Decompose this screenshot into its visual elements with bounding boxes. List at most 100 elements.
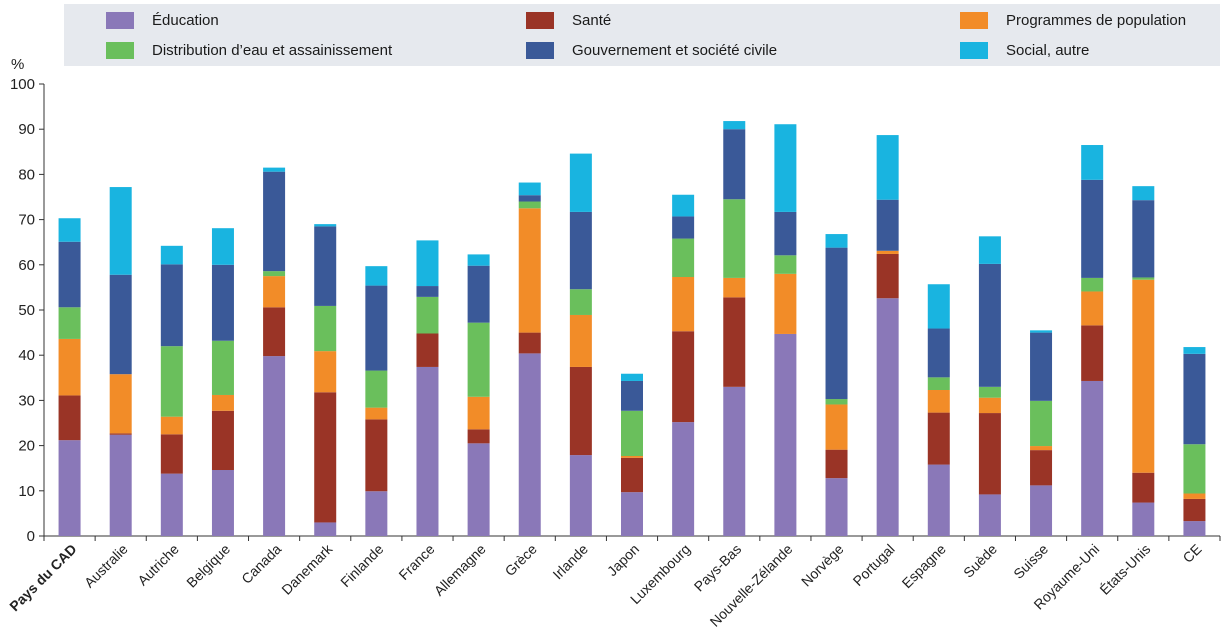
x-category-label: Suisse xyxy=(1010,541,1051,582)
bar-segment-2 xyxy=(160,434,183,474)
bar-segment-5 xyxy=(1183,353,1206,445)
bar-segment-6 xyxy=(1081,145,1104,180)
x-category-label: Australie xyxy=(81,541,131,591)
bar-segment-1 xyxy=(160,473,183,536)
bar-segment-4 xyxy=(1132,277,1155,280)
x-category-label: Suède xyxy=(960,541,1000,581)
bar-segment-1 xyxy=(825,478,848,536)
legend-item-population: Programmes de population xyxy=(960,12,1186,29)
bar-segment-5 xyxy=(467,265,490,323)
bar-segment-2 xyxy=(723,297,746,387)
bar-segment-1 xyxy=(109,434,132,536)
legend-label-population: Programmes de population xyxy=(1006,12,1187,29)
bar-segment-5 xyxy=(621,380,643,411)
bar-segment-3 xyxy=(1132,279,1155,473)
bar-segment-2 xyxy=(825,449,848,479)
bar-segment-1 xyxy=(978,494,1001,536)
bar-segment-6 xyxy=(518,182,541,196)
bar-segment-1 xyxy=(672,422,695,536)
bar-segment-2 xyxy=(58,395,81,441)
bar-segment-3 xyxy=(467,396,490,430)
bar-segment-2 xyxy=(314,392,337,523)
bar-segment-5 xyxy=(109,274,132,375)
bar-segment-1 xyxy=(1030,485,1053,536)
bar-segment-2 xyxy=(365,419,388,492)
bar-segment-6 xyxy=(1183,347,1206,354)
bar-segment-5 xyxy=(927,328,950,378)
bar-segment-1 xyxy=(1081,380,1104,536)
bar-segment-5 xyxy=(672,216,695,239)
bar-segment-5 xyxy=(365,285,388,371)
bar-segment-3 xyxy=(876,250,899,254)
bar-segment-5 xyxy=(416,286,439,297)
x-category-label: Canada xyxy=(238,541,284,587)
bar-segment-5 xyxy=(58,241,81,308)
bar-segment-3 xyxy=(621,455,643,458)
bar-segment-6 xyxy=(263,167,286,172)
bar-segment-1 xyxy=(467,443,490,536)
bar-segment-2 xyxy=(621,457,643,493)
bar-segment-6 xyxy=(569,153,592,212)
y-tick-label: 0 xyxy=(27,528,35,545)
bar-segment-4 xyxy=(1183,444,1206,494)
bar-segment-1 xyxy=(774,333,797,536)
x-category-label: Grèce xyxy=(502,541,540,579)
bar-segment-4 xyxy=(774,255,797,274)
bar-segment-5 xyxy=(160,264,183,347)
bar-segment-6 xyxy=(927,284,950,329)
bar-segment-3 xyxy=(1081,291,1104,326)
bar-segment-4 xyxy=(211,340,234,395)
bar-segment-2 xyxy=(211,410,234,471)
x-category-label: Finlande xyxy=(337,541,386,590)
bar-segment-2 xyxy=(876,253,899,299)
bar-segment-4 xyxy=(160,346,183,417)
bar-segment-2 xyxy=(263,307,286,357)
bar-segment-1 xyxy=(365,491,388,536)
bar-segment-1 xyxy=(416,366,439,536)
bar-segment-2 xyxy=(1030,450,1053,486)
bar-segment-4 xyxy=(621,410,643,456)
x-category-label: Espagne xyxy=(899,541,950,592)
x-category-label: Danemark xyxy=(278,540,336,598)
bar-segment-5 xyxy=(1030,332,1053,401)
bar-segment-6 xyxy=(365,266,388,286)
bar-segment-2 xyxy=(518,332,541,354)
bar-segment-2 xyxy=(467,429,490,444)
bar-segment-3 xyxy=(211,394,234,411)
bar-segment-6 xyxy=(1132,186,1155,201)
y-tick-label: 30 xyxy=(18,392,35,409)
plot-area: % 0 10 20 30 40 50 60 70 80 90 100 Pays du CAD Austra… xyxy=(6,56,1221,630)
bar-segment-3 xyxy=(263,276,286,308)
bar-segment-6 xyxy=(467,254,490,266)
bar-segment-2 xyxy=(109,433,132,435)
bar-segment-3 xyxy=(774,273,797,334)
bar-segment-1 xyxy=(314,522,337,536)
bar-segment-6 xyxy=(825,234,848,248)
bar-segment-5 xyxy=(569,211,592,290)
bar-segment-4 xyxy=(467,322,490,397)
bar-segment-6 xyxy=(58,218,81,242)
y-axis-unit-label: % xyxy=(11,56,24,73)
bar-segment-2 xyxy=(672,331,695,423)
x-category-label: Allemagne xyxy=(431,541,489,599)
bar-segment-3 xyxy=(672,277,695,332)
bar-segment-4 xyxy=(1030,400,1053,447)
chart-legend: Éducation Santé Programmes de population… xyxy=(64,4,1220,66)
bar-segment-4 xyxy=(58,307,81,339)
bar-segment-4 xyxy=(825,399,848,405)
bar-segment-5 xyxy=(774,211,797,256)
bar-segment-4 xyxy=(1081,277,1104,292)
bar-segment-5 xyxy=(263,171,286,272)
x-category-label: Pays du CAD xyxy=(6,541,79,614)
bar-segment-3 xyxy=(314,351,337,393)
x-category-label: Norvège xyxy=(798,541,847,590)
bar-segment-3 xyxy=(927,390,950,413)
bar-segment-5 xyxy=(1081,179,1104,278)
x-category-label: France xyxy=(395,541,437,583)
legend-swatch-sante xyxy=(526,12,554,29)
y-tick-label: 50 xyxy=(18,302,35,319)
y-tick-label: 10 xyxy=(18,483,35,500)
bar-segment-4 xyxy=(978,386,1001,398)
bar-segment-2 xyxy=(927,412,950,465)
